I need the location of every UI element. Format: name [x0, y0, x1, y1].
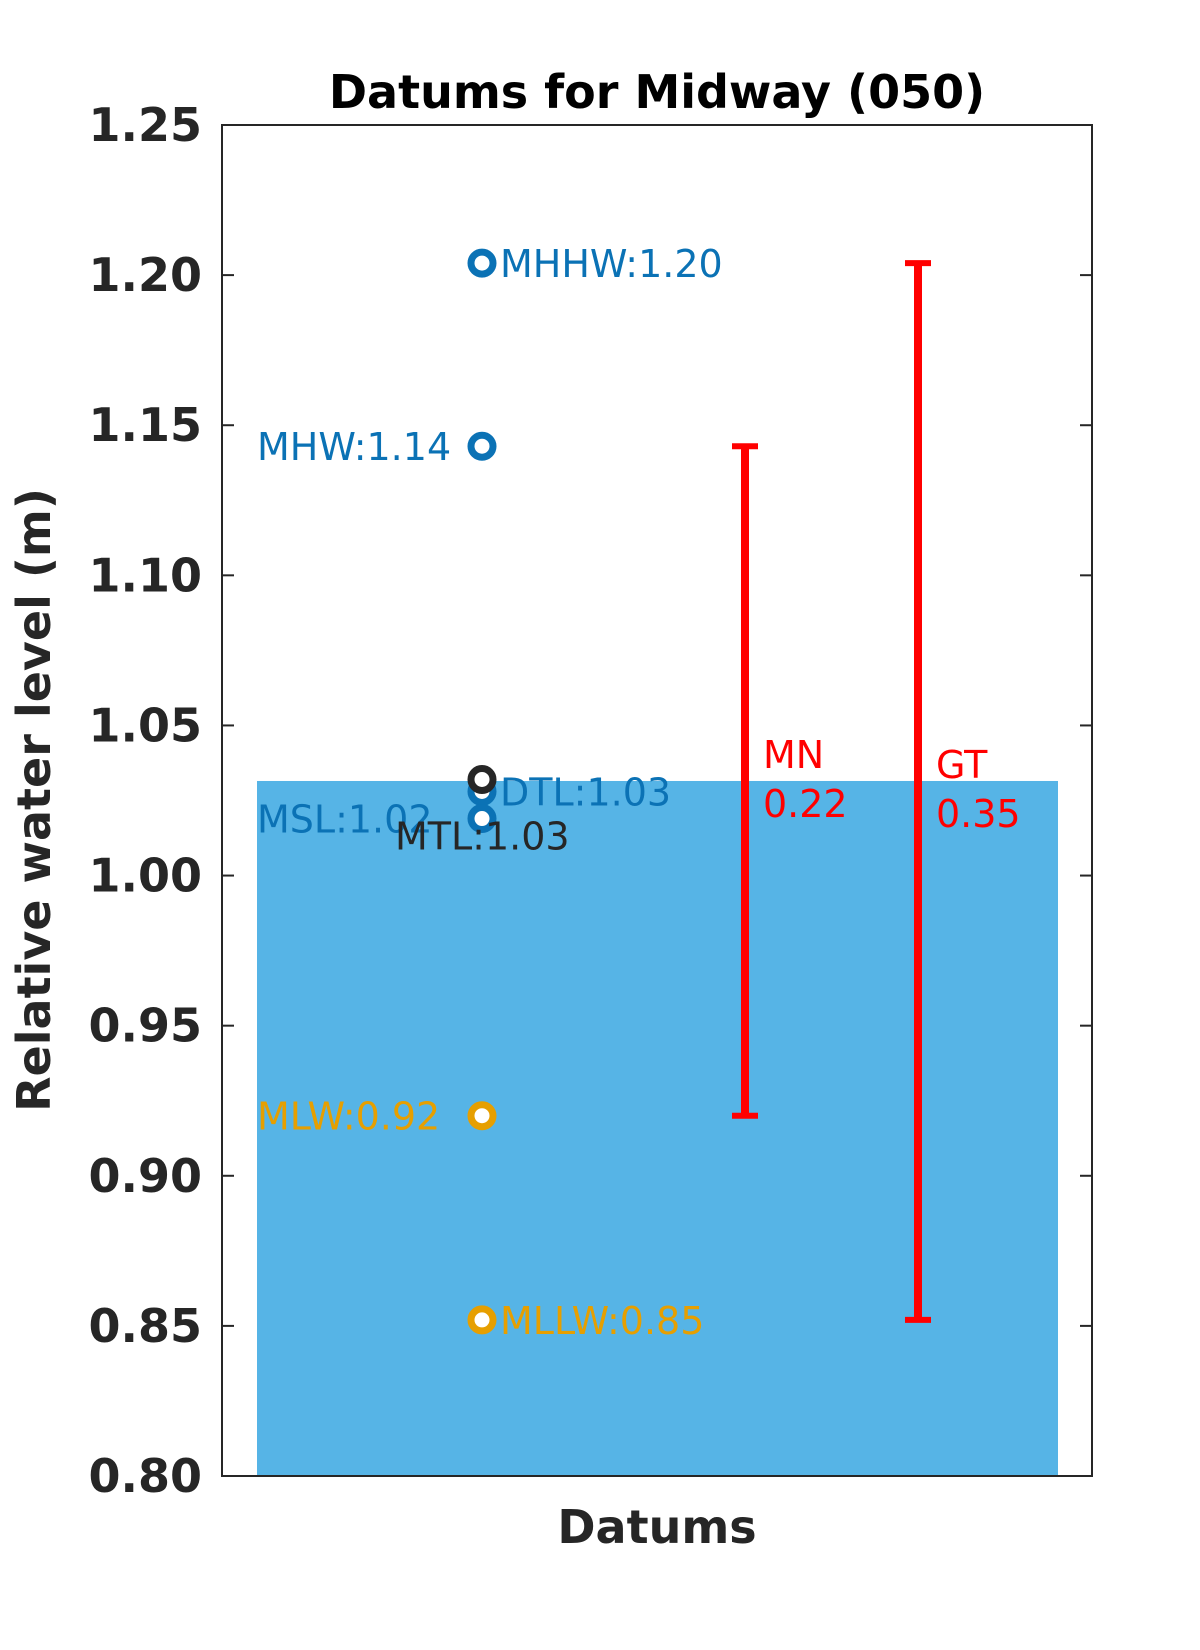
y-tick-label: 0.85	[89, 1299, 203, 1353]
datum-label: MHW:1.14	[257, 425, 451, 469]
datum-mhhw: MHHW:1.20	[467, 242, 723, 286]
datum-label: MHHW:1.20	[500, 242, 723, 286]
range-bars: MN 0.22 GT 0.35	[732, 260, 1021, 1323]
datum-label: MTL:1.03	[395, 814, 570, 858]
range-bar-gt: GT 0.35	[905, 260, 1021, 1323]
plot-frame	[221, 124, 1093, 1477]
datum-markers: MHHW:1.20 MHW:1.14 DTL:1.03 MSL:1.02MTL:1.0…	[257, 242, 723, 1343]
range-name-label: GT	[936, 743, 988, 787]
datum-dtl: DTL:1.03	[467, 770, 671, 814]
datum-marker	[467, 804, 497, 834]
y-axis-label: Relative water level (m)	[7, 488, 61, 1112]
datum-mlw: MLW:0.92	[257, 1095, 497, 1139]
y-tick-label: 0.95	[89, 999, 203, 1053]
y-tick-label: 0.90	[89, 1149, 203, 1203]
range-value-label: 0.22	[763, 782, 848, 826]
datum-label: MLLW:0.85	[500, 1299, 704, 1343]
range-value-label: 0.35	[936, 792, 1021, 836]
datum-label: MLW:0.92	[257, 1095, 440, 1139]
datum-marker	[467, 764, 497, 794]
datum-marker	[467, 248, 497, 278]
x-axis-label: Datums	[557, 1500, 756, 1554]
y-tick-label: 0.80	[89, 1449, 203, 1503]
datum-label: MSL:1.02	[257, 798, 433, 842]
y-tick-label: 1.00	[89, 849, 203, 903]
y-tick-label: 1.25	[89, 98, 203, 152]
background-bar	[257, 780, 1058, 1476]
y-tick-label: 1.10	[89, 548, 203, 602]
datum-mllw: MLLW:0.85	[467, 1299, 704, 1343]
datum-msl: MSL:1.02	[257, 798, 497, 842]
datum-marker	[467, 431, 497, 461]
range-name-label: MN	[763, 733, 824, 777]
datum-mhw: MHW:1.14	[257, 425, 497, 469]
y-tick-label: 1.20	[89, 248, 203, 302]
datum-marker	[467, 1101, 497, 1131]
y-axis-ticks: 0.80 0.85 0.90 0.95 1.00 1.05 1.10 1.15 1.20 1.25	[89, 98, 1092, 1503]
range-bar-mn: MN 0.22	[732, 443, 848, 1119]
datum-marker	[467, 1305, 497, 1335]
y-tick-label: 1.05	[89, 698, 203, 752]
y-tick-label: 1.15	[89, 398, 203, 452]
background-layer	[257, 780, 1058, 1476]
chart-title: Datums for Midway (050)	[329, 65, 985, 119]
datum-label: DTL:1.03	[500, 770, 671, 814]
datum-mtl: MTL:1.03	[395, 764, 570, 858]
